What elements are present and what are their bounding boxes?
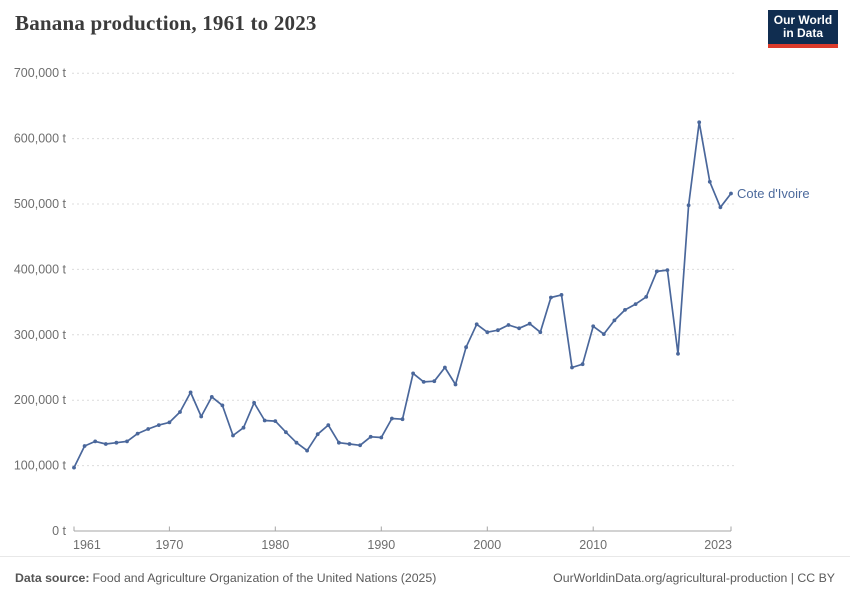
x-tick-label: 2010 bbox=[579, 538, 607, 552]
data-point bbox=[485, 330, 490, 335]
data-point bbox=[156, 423, 161, 427]
data-point bbox=[231, 433, 235, 438]
data-point bbox=[517, 326, 521, 331]
data-point bbox=[718, 205, 723, 210]
data-point bbox=[559, 293, 564, 297]
data-point bbox=[474, 322, 479, 327]
y-tick-label: 100,000 t bbox=[14, 459, 67, 473]
data-point bbox=[665, 268, 670, 272]
data-point bbox=[315, 432, 320, 437]
data-series bbox=[72, 120, 733, 470]
y-tick-label: 200,000 t bbox=[14, 393, 67, 407]
y-tick-label: 0 t bbox=[52, 524, 66, 538]
data-point bbox=[305, 448, 309, 453]
data-point bbox=[390, 416, 394, 421]
data-point bbox=[188, 390, 193, 395]
data-point bbox=[294, 440, 299, 445]
data-point bbox=[453, 382, 458, 387]
data-point bbox=[368, 434, 373, 439]
owid-logo[interactable]: Our World in Data bbox=[768, 10, 838, 48]
data-point bbox=[729, 191, 733, 196]
data-point bbox=[421, 380, 426, 384]
data-point bbox=[178, 410, 182, 414]
data-point bbox=[644, 295, 649, 299]
x-axis: 1961 1970 1980 1990 2000 2010 2023 bbox=[73, 526, 732, 552]
data-point bbox=[676, 351, 680, 356]
data-point bbox=[103, 442, 108, 446]
data-point bbox=[601, 332, 606, 336]
data-point bbox=[443, 365, 447, 370]
data-source-label: Data source: bbox=[15, 571, 90, 585]
y-axis: 0 t 100,000 t 200,000 t 300,000 t 400,000 t 5… bbox=[14, 66, 734, 538]
data-point bbox=[72, 465, 76, 470]
x-tick-label: 1990 bbox=[367, 538, 395, 552]
data-point bbox=[199, 414, 204, 419]
data-point bbox=[326, 423, 331, 427]
data-line bbox=[73, 121, 732, 469]
data-point bbox=[411, 371, 415, 376]
y-tick-label: 300,000 t bbox=[14, 328, 67, 342]
chart-footer: Data source: Food and Agriculture Organiz… bbox=[0, 556, 850, 599]
data-point bbox=[125, 439, 129, 444]
data-point bbox=[623, 308, 627, 312]
data-point bbox=[220, 403, 225, 408]
data-point bbox=[549, 295, 553, 300]
data-point bbox=[527, 321, 532, 326]
data-point bbox=[167, 420, 172, 425]
data-point bbox=[82, 444, 87, 448]
y-tick-label: 400,000 t bbox=[14, 262, 67, 276]
series-label: Cote d'Ivoire bbox=[737, 186, 810, 201]
data-point bbox=[262, 418, 267, 423]
data-point bbox=[432, 379, 437, 384]
data-source-text: Food and Agriculture Organization of the… bbox=[92, 571, 437, 585]
data-point bbox=[496, 328, 500, 333]
y-tick-label: 600,000 t bbox=[14, 132, 67, 146]
data-point bbox=[241, 425, 246, 430]
x-tick-label: 2000 bbox=[473, 538, 501, 552]
owid-footer-link[interactable]: OurWorldinData.org/agricultural-producti… bbox=[553, 571, 835, 585]
y-tick-label: 500,000 t bbox=[14, 197, 67, 211]
data-point bbox=[654, 269, 659, 274]
data-point bbox=[135, 431, 140, 436]
data-point bbox=[612, 318, 617, 323]
owid-logo-line2: in Data bbox=[782, 26, 823, 40]
data-point bbox=[146, 427, 151, 431]
data-point bbox=[570, 365, 574, 370]
data-point bbox=[697, 120, 702, 125]
x-tick-label: 1980 bbox=[261, 538, 289, 552]
y-tick-label: 700,000 t bbox=[14, 66, 67, 80]
data-point bbox=[591, 324, 596, 329]
data-point bbox=[379, 435, 384, 440]
chart-title: Banana production, 1961 to 2023 bbox=[15, 11, 317, 35]
owid-logo-line1: Our World bbox=[773, 12, 833, 27]
data-point bbox=[284, 430, 288, 435]
data-point bbox=[93, 439, 98, 444]
data-point bbox=[358, 443, 362, 448]
data-point bbox=[686, 203, 691, 208]
data-point bbox=[337, 440, 341, 445]
x-tick-label: 1961 bbox=[73, 538, 101, 552]
data-point bbox=[464, 345, 468, 350]
x-tick-label: 1970 bbox=[155, 538, 183, 552]
data-point bbox=[633, 302, 638, 306]
data-point bbox=[580, 362, 585, 367]
data-source: Data source: Food and Agriculture Organiz… bbox=[15, 571, 436, 585]
data-point bbox=[400, 417, 405, 422]
data-point bbox=[538, 330, 543, 335]
data-point bbox=[114, 440, 119, 445]
data-point bbox=[347, 442, 352, 446]
data-point bbox=[506, 323, 511, 327]
data-point bbox=[273, 419, 278, 423]
data-point bbox=[252, 400, 256, 405]
data-point bbox=[209, 395, 214, 399]
data-point bbox=[707, 179, 712, 184]
x-tick-label: 2023 bbox=[704, 538, 732, 552]
